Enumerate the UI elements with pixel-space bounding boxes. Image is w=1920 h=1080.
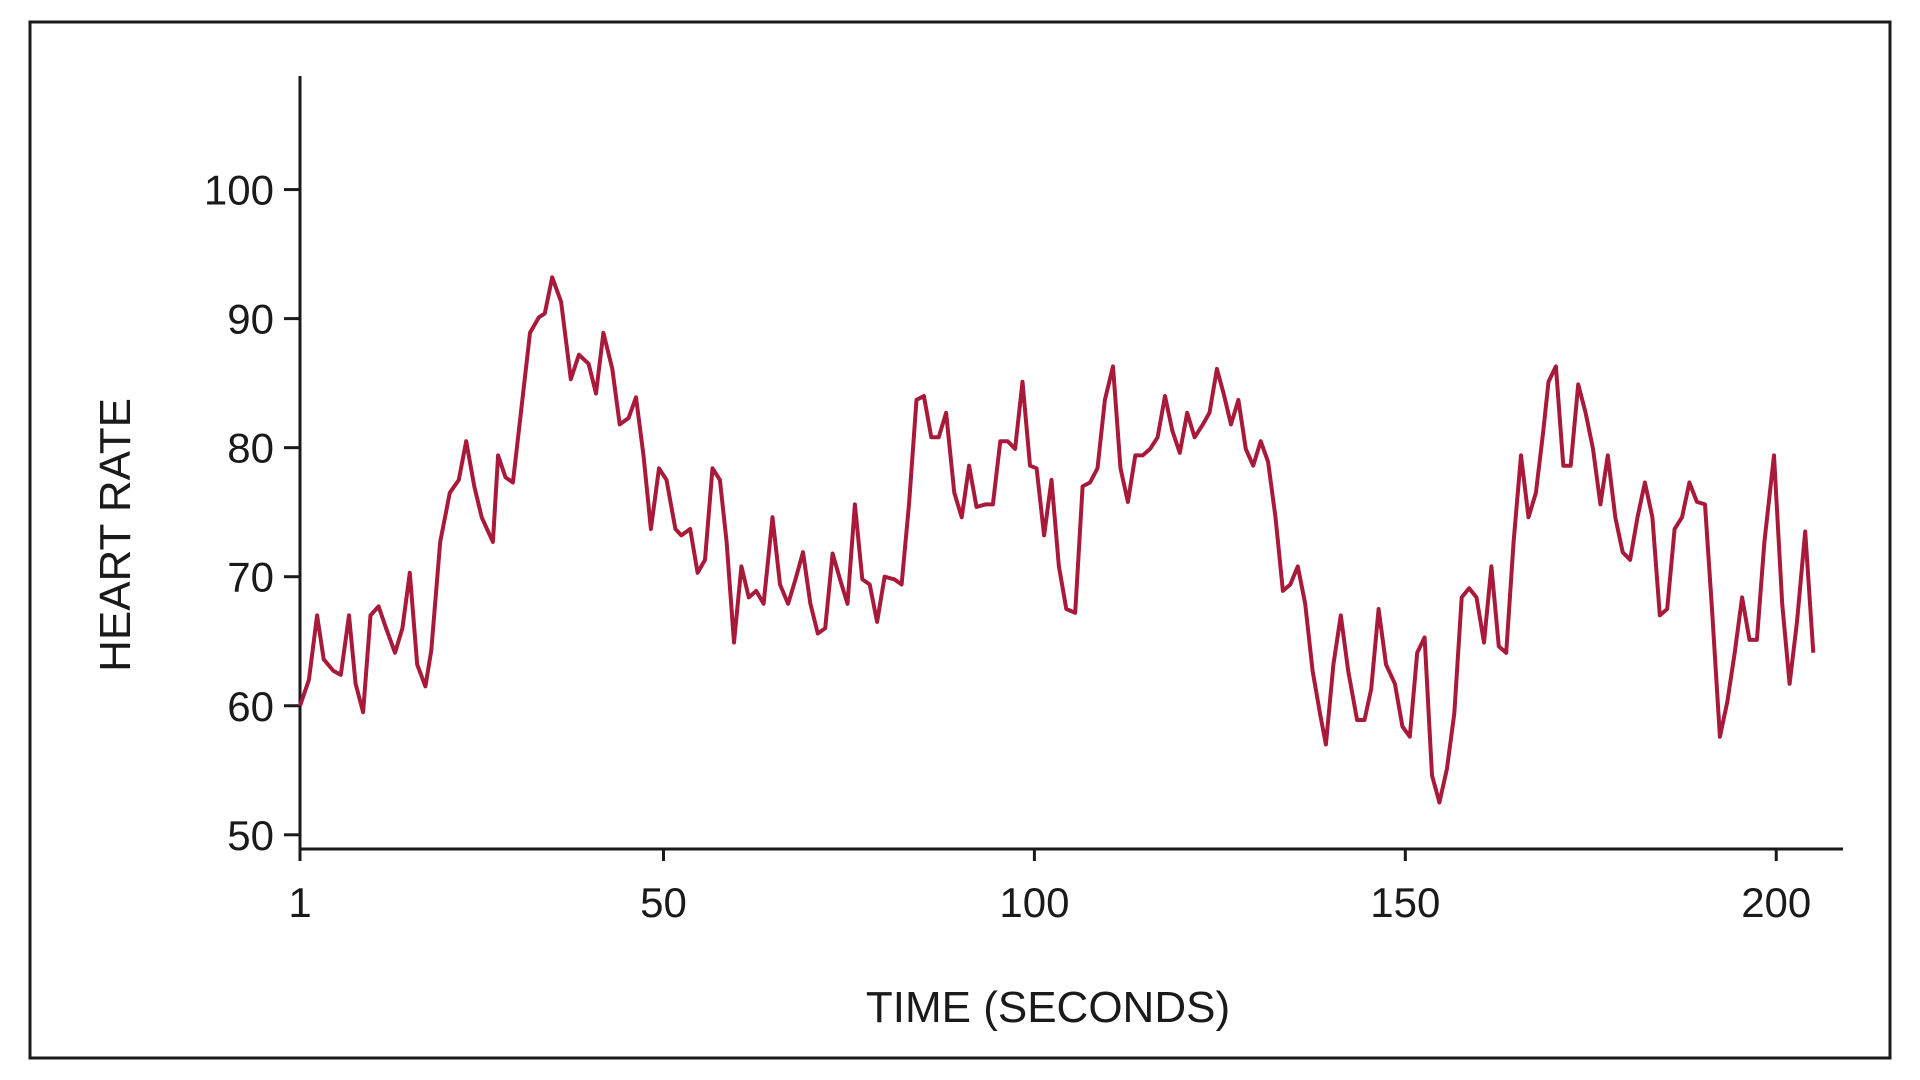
y-tick-label: 70: [227, 554, 274, 601]
y-tick-label: 60: [227, 683, 274, 730]
chart-frame: [28, 20, 1892, 1060]
x-tick-label: 1: [288, 879, 311, 926]
y-tick-label: 100: [204, 167, 274, 214]
x-axis-label: TIME (SECONDS): [866, 983, 1230, 1032]
heart-rate-line: [298, 275, 1816, 805]
x-tick-label: 150: [1370, 879, 1440, 926]
y-tick-label: 50: [227, 812, 274, 859]
x-tick-label: 200: [1741, 879, 1811, 926]
x-tick-label: 50: [640, 879, 687, 926]
x-tick-label: 100: [999, 879, 1069, 926]
y-axis-label: HEART RATE: [91, 398, 140, 672]
y-tick-label: 80: [227, 425, 274, 472]
y-tick-label: 90: [227, 296, 274, 343]
